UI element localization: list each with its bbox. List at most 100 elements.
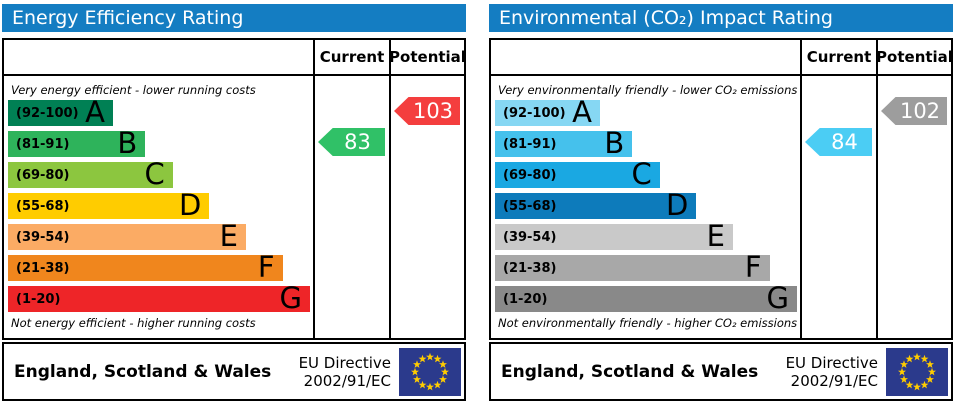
band-letter: B — [117, 125, 138, 160]
rating-band-row: (55-68) D — [8, 187, 313, 222]
band-range-label: (21-38) — [503, 260, 557, 276]
band-letter: B — [604, 125, 625, 160]
band-letter: A — [572, 94, 592, 129]
rating-band-row: (21-38) F — [495, 249, 800, 284]
rating-band-d: (55-68) D — [495, 187, 697, 222]
eu-flag-icon — [886, 347, 948, 396]
co2-current-arrow: 84 — [805, 128, 872, 156]
rating-band-row: (92-100) A — [8, 94, 313, 129]
co2-current-column: 84 — [800, 76, 876, 338]
co2-rating-table: Current Potential Very environmentally f… — [489, 38, 953, 340]
energy-band-area: Very energy efficient - lower running co… — [4, 76, 313, 338]
band-letter: F — [257, 249, 275, 284]
rating-band-row: (1-20) G — [495, 280, 800, 315]
band-letter: E — [706, 218, 725, 253]
band-range-label: (1-20) — [503, 291, 548, 307]
rating-band-b: (81-91) B — [495, 125, 633, 160]
current-column-header: Current — [313, 40, 389, 74]
band-range-label: (55-68) — [16, 198, 70, 214]
rating-band-row: (39-54) E — [495, 218, 800, 253]
potential-column-header: Potential — [389, 40, 466, 74]
band-letter: G — [766, 280, 789, 315]
co2-potential-arrow: 102 — [881, 97, 947, 125]
rating-band-row: (39-54) E — [8, 218, 313, 253]
band-range-label: (55-68) — [503, 198, 557, 214]
eu-directive-line2: 2002/91/EC — [303, 371, 391, 390]
energy-efficiency-panel: Energy Efficiency Rating Current Potenti… — [2, 4, 466, 401]
rating-band-row: (92-100) A — [495, 94, 800, 129]
band-range-label: (81-91) — [16, 136, 70, 152]
co2-potential-column: 102 — [876, 76, 951, 338]
energy-panel-title: Energy Efficiency Rating — [2, 4, 466, 32]
band-range-label: (39-54) — [503, 229, 557, 245]
energy-potential-column: 103 — [389, 76, 464, 338]
rating-band-a: (92-100) A — [495, 94, 600, 129]
band-letter: F — [744, 249, 762, 284]
energy-rating-table: Current Potential Very energy efficient … — [2, 38, 466, 340]
rating-band-row: (69-80) C — [8, 156, 313, 191]
co2-table-header: Current Potential — [491, 40, 953, 76]
band-range-label: (69-80) — [16, 167, 70, 183]
bottom-note: Not energy efficient - higher running co… — [11, 315, 256, 330]
rating-band-c: (69-80) C — [8, 156, 173, 191]
band-range-label: (39-54) — [16, 229, 70, 245]
energy-bands: (92-100) A (81-91) B (69-80) C (55-68) D (39-54)… — [8, 94, 313, 315]
band-letter: D — [665, 187, 689, 222]
eu-flag-icon — [399, 347, 461, 396]
rating-band-g: (1-20) G — [495, 280, 797, 315]
rating-band-d: (55-68) D — [8, 187, 210, 222]
band-letter: C — [144, 156, 165, 191]
rating-band-a: (92-100) A — [8, 94, 113, 129]
rating-band-f: (21-38) F — [8, 249, 283, 284]
band-letter: C — [631, 156, 652, 191]
band-range-label: (81-91) — [503, 136, 557, 152]
rating-band-row: (81-91) B — [495, 125, 800, 160]
co2-band-area: Very environmentally friendly - lower CO… — [491, 76, 800, 338]
co2-table-body: Very environmentally friendly - lower CO… — [491, 76, 951, 338]
eu-directive-line1: EU Directive — [298, 353, 391, 372]
current-column-header: Current — [800, 40, 876, 74]
band-range-label: (92-100) — [16, 105, 79, 121]
energy-current-arrow: 83 — [318, 128, 385, 156]
eu-directive-label: EU Directive 2002/91/EC — [786, 354, 878, 390]
band-range-label: (92-100) — [503, 105, 566, 121]
band-letter: G — [279, 280, 302, 315]
band-range-label: (21-38) — [16, 260, 70, 276]
rating-band-e: (39-54) E — [8, 218, 246, 253]
energy-footer: England, Scotland & Wales EU Directive 2… — [2, 342, 466, 401]
co2-bands: (92-100) A (81-91) B (69-80) C (55-68) D (39-54)… — [495, 94, 800, 315]
energy-table-body: Very energy efficient - lower running co… — [4, 76, 464, 338]
header-spacer — [491, 40, 800, 74]
rating-band-b: (81-91) B — [8, 125, 146, 160]
environmental-impact-panel: Environmental (CO₂) Impact Rating Curren… — [489, 4, 953, 401]
rating-band-g: (1-20) G — [8, 280, 310, 315]
co2-panel-title: Environmental (CO₂) Impact Rating — [489, 4, 953, 32]
eu-directive-line1: EU Directive — [785, 353, 878, 372]
rating-band-row: (69-80) C — [495, 156, 800, 191]
eu-directive-line2: 2002/91/EC — [790, 371, 878, 390]
potential-column-header: Potential — [876, 40, 953, 74]
band-range-label: (69-80) — [503, 167, 557, 183]
rating-band-e: (39-54) E — [495, 218, 733, 253]
top-note: Very environmentally friendly - lower CO… — [498, 82, 798, 97]
rating-band-row: (1-20) G — [8, 280, 313, 315]
band-letter: D — [178, 187, 202, 222]
energy-table-header: Current Potential — [4, 40, 466, 76]
rating-band-c: (69-80) C — [495, 156, 660, 191]
energy-current-column: 83 — [313, 76, 389, 338]
eu-directive-label: EU Directive 2002/91/EC — [299, 354, 391, 390]
rating-band-row: (81-91) B — [8, 125, 313, 160]
region-label: England, Scotland & Wales — [14, 361, 272, 382]
top-note: Very energy efficient - lower running co… — [11, 82, 256, 97]
band-letter: A — [85, 94, 105, 129]
header-spacer — [4, 40, 313, 74]
region-label: England, Scotland & Wales — [501, 361, 759, 382]
rating-band-f: (21-38) F — [495, 249, 770, 284]
band-letter: E — [219, 218, 238, 253]
rating-band-row: (55-68) D — [495, 187, 800, 222]
co2-footer: England, Scotland & Wales EU Directive 2… — [489, 342, 953, 401]
band-range-label: (1-20) — [16, 291, 61, 307]
energy-potential-arrow: 103 — [394, 97, 460, 125]
rating-band-row: (21-38) F — [8, 249, 313, 284]
